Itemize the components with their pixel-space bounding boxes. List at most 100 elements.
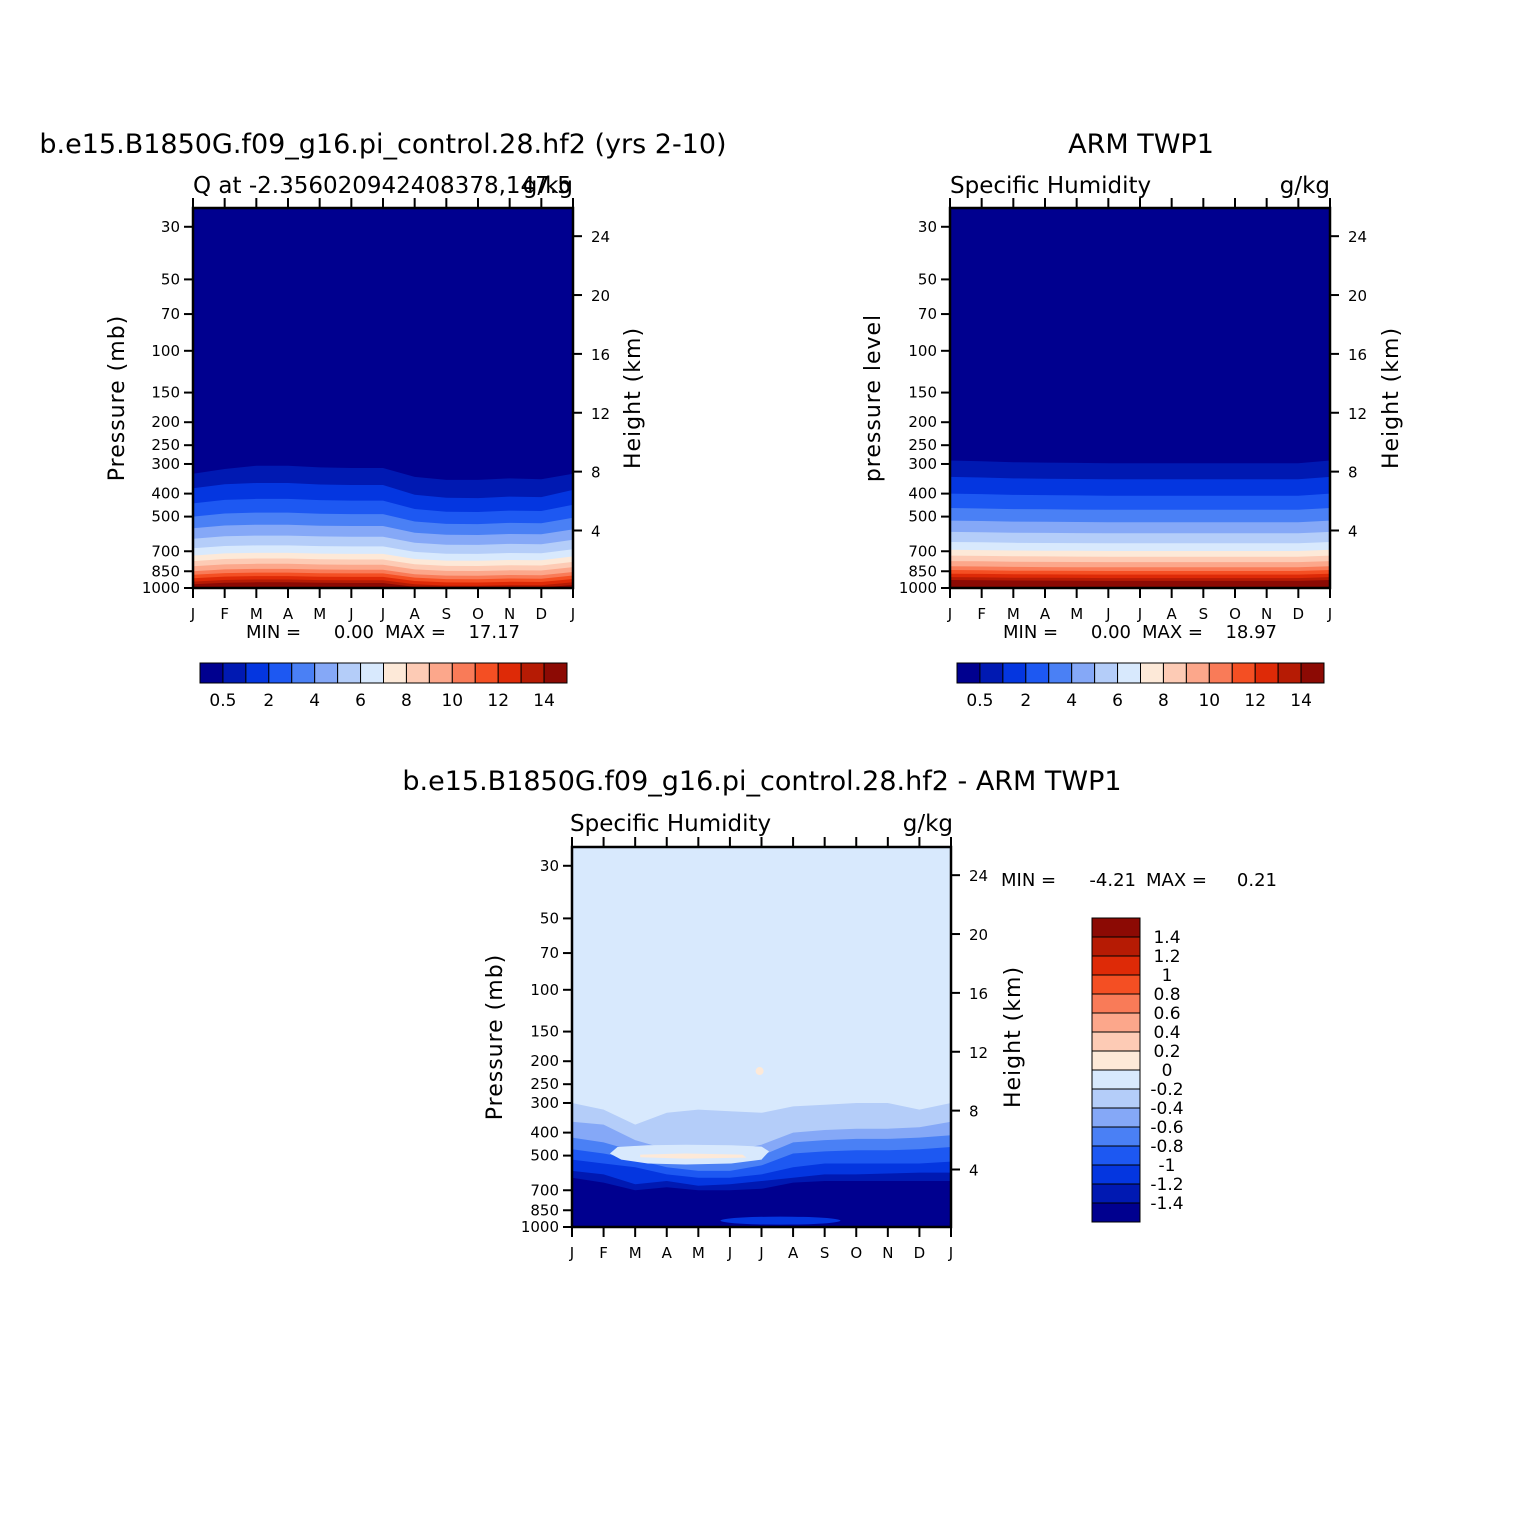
month-tick-label: S	[1199, 605, 1209, 623]
panel-model-title: b.e15.B1850G.f09_g16.pi_control.28.hf2 (…	[39, 129, 726, 160]
colorbar-tick-label: 14	[533, 691, 555, 711]
panel-obs-max-label: MAX =	[1142, 622, 1203, 643]
pressure-tick-label: 100	[908, 342, 937, 360]
month-tick-label: N	[882, 1244, 893, 1262]
colorbar-swatch	[1091, 993, 1141, 1014]
colorbar-swatch	[405, 662, 430, 684]
colorbar-swatch	[314, 662, 339, 684]
contour-band	[950, 580, 1330, 588]
colorbar-tick-label: 0.5	[966, 691, 993, 711]
pressure-tick-label: 400	[908, 485, 937, 503]
colorbar-tick-label: 8	[401, 691, 412, 711]
colorbar-tick-label: 0.8	[1153, 985, 1180, 1005]
pressure-tick-label: 400	[530, 1124, 559, 1142]
colorbar-tick-label: 6	[1112, 691, 1123, 711]
month-tick-label: S	[820, 1244, 830, 1262]
height-tick-label: 4	[969, 1161, 979, 1179]
contour-band	[193, 582, 573, 588]
colorbar-tick-label: 1	[1162, 966, 1173, 986]
panel-diff-left-subtitle: Specific Humidity	[570, 811, 771, 837]
colorbar-tick-label: 4	[1066, 691, 1077, 711]
pressure-tick-label: 850	[530, 1201, 559, 1219]
panel-model-max-label: MAX =	[385, 622, 446, 643]
pressure-tick-label: 250	[908, 436, 937, 454]
height-tick-label: 24	[591, 228, 610, 246]
contour-band	[720, 1216, 841, 1225]
height-tick-label: 12	[969, 1044, 988, 1062]
colorbar-swatch	[1091, 917, 1141, 938]
colorbar-swatch	[1091, 1183, 1141, 1204]
pressure-tick-label: 1000	[899, 579, 937, 597]
pressure-tick-label: 300	[908, 455, 937, 473]
contour-band-positive	[755, 1067, 764, 1076]
panel-obs-ylabel: pressure level	[861, 314, 886, 482]
colorbar-swatch	[199, 662, 224, 684]
panel-diff-max-label: MAX =	[1146, 870, 1207, 891]
colorbar-swatch	[956, 662, 981, 684]
month-tick-label: M	[250, 605, 263, 623]
panel-diff-ylabel: Pressure (mb)	[483, 954, 508, 1121]
month-tick-label: D	[536, 605, 548, 623]
colorbar-swatch	[474, 662, 499, 684]
height-tick-label: 8	[969, 1103, 979, 1121]
colorbar-swatch	[1094, 662, 1119, 684]
pressure-tick-label: 70	[918, 305, 937, 323]
month-tick-label: A	[283, 605, 294, 623]
pressure-tick-label: 70	[161, 305, 180, 323]
colorbar-tick-label: 0.5	[209, 691, 236, 711]
colorbar-swatch	[1208, 662, 1233, 684]
height-tick-label: 12	[591, 405, 610, 423]
panel-diff-min-value: -4.21	[1089, 870, 1136, 891]
colorbar-swatch	[1091, 1164, 1141, 1185]
panel-obs-min-value: 0.00	[1091, 622, 1131, 643]
panel-obs-contours	[950, 208, 1330, 588]
panel-diff: b.e15.B1850G.f09_g16.pi_control.28.hf2 -…	[402, 766, 1277, 1262]
month-tick-label: M	[1070, 605, 1083, 623]
height-tick-label: 20	[1348, 287, 1367, 305]
panel-obs-left-subtitle: Specific Humidity	[950, 173, 1151, 199]
colorbar-tick-label: -0.6	[1150, 1118, 1183, 1138]
panel-diff-contours	[572, 847, 951, 1227]
pressure-tick-label: 1000	[521, 1218, 559, 1236]
colorbar-swatch	[543, 662, 568, 684]
month-tick-label: J	[570, 605, 575, 623]
pressure-tick-label: 700	[530, 1181, 559, 1199]
pressure-tick-label: 150	[151, 384, 180, 402]
pressure-tick-label: 400	[151, 485, 180, 503]
pressure-tick-label: 30	[161, 218, 180, 236]
month-tick-label: J	[380, 605, 385, 623]
panel-model-right-subtitle: g/kg	[523, 173, 573, 199]
pressure-tick-label: 500	[908, 508, 937, 526]
height-tick-label: 12	[1348, 405, 1367, 423]
panel-model-min-value: 0.00	[334, 622, 374, 643]
month-tick-label: M	[629, 1244, 642, 1262]
panel-diff-min-label: MIN =	[1001, 870, 1056, 891]
month-tick-label: F	[977, 605, 986, 623]
pressure-tick-label: 150	[908, 384, 937, 402]
pressure-tick-label: 70	[540, 944, 559, 962]
colorbar-tick-label: 0.2	[1153, 1042, 1180, 1062]
month-tick-label: M	[1007, 605, 1020, 623]
month-tick-label: J	[569, 1244, 574, 1262]
colorbar-tick-label: -0.8	[1150, 1137, 1183, 1157]
colorbar-swatch	[1071, 662, 1096, 684]
pressure-tick-label: 250	[151, 436, 180, 454]
panel-model: b.e15.B1850G.f09_g16.pi_control.28.hf2 (…	[39, 129, 726, 711]
colorbar-tick-label: 8	[1158, 691, 1169, 711]
panel-diff-colorbar: 1.41.210.80.60.40.20-0.2-0.4-0.6-0.8-1-1…	[1091, 917, 1184, 1223]
colorbar-swatch	[1025, 662, 1050, 684]
colorbar-swatch	[222, 662, 247, 684]
height-tick-label: 16	[1348, 346, 1367, 364]
month-tick-label: F	[220, 605, 229, 623]
month-tick-label: J	[727, 1244, 732, 1262]
colorbar-swatch	[1277, 662, 1302, 684]
colorbar-swatch	[1185, 662, 1210, 684]
height-tick-label: 16	[591, 346, 610, 364]
colorbar-tick-label: 6	[355, 691, 366, 711]
height-tick-label: 20	[969, 926, 988, 944]
month-tick-label: O	[1229, 605, 1241, 623]
panel-obs-right-subtitle: g/kg	[1280, 173, 1330, 199]
pressure-tick-label: 100	[530, 981, 559, 999]
colorbar-tick-label: 1.4	[1153, 928, 1180, 948]
